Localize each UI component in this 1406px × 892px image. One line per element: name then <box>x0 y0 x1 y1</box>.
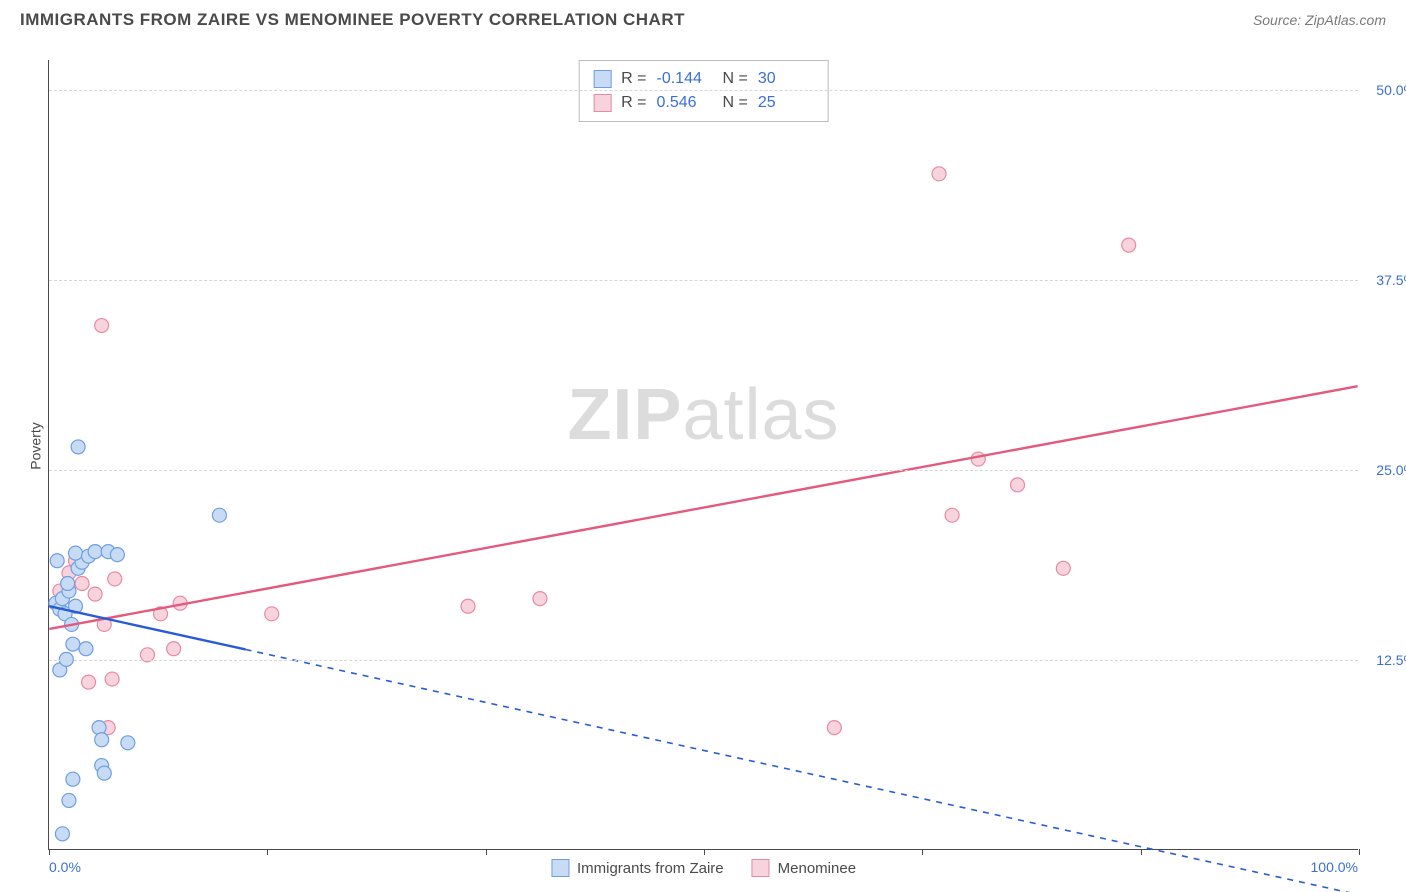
scatter-point <box>533 592 547 606</box>
bottom-legend: Immigrants from Zaire Menominee <box>551 859 856 877</box>
scatter-point <box>95 733 109 747</box>
scatter-point <box>71 440 85 454</box>
scatter-point <box>110 548 124 562</box>
scatter-point <box>62 793 76 807</box>
scatter-point <box>932 167 946 181</box>
stats-row-zaire: R = -0.144 N = 30 <box>593 67 814 91</box>
scatter-point <box>55 827 69 841</box>
scatter-point <box>461 599 475 613</box>
r-value-menominee: 0.546 <box>657 91 713 115</box>
chart-plot-area: ZIPatlas R = -0.144 N = 30 R = 0.546 N =… <box>48 60 1358 850</box>
xtick <box>267 849 268 855</box>
source-name: ZipAtlas.com <box>1305 12 1386 28</box>
legend-item-zaire: Immigrants from Zaire <box>551 859 724 877</box>
y-axis-label: Poverty <box>28 422 44 469</box>
n-label: N = <box>723 91 748 115</box>
ytick-label: 37.5% <box>1362 272 1406 288</box>
scatter-point <box>945 508 959 522</box>
gridline-h <box>49 280 1358 281</box>
header: IMMIGRANTS FROM ZAIRE VS MENOMINEE POVER… <box>0 0 1406 36</box>
source-prefix: Source: <box>1253 12 1305 28</box>
scatter-point <box>97 766 111 780</box>
scatter-point <box>79 642 93 656</box>
xtick <box>1359 849 1360 855</box>
ytick-label: 12.5% <box>1362 652 1406 668</box>
ytick-label: 50.0% <box>1362 82 1406 98</box>
scatter-point <box>61 576 75 590</box>
gridline-h <box>49 470 1358 471</box>
xtick <box>922 849 923 855</box>
scatter-point <box>1056 561 1070 575</box>
r-label: R = <box>621 91 646 115</box>
scatter-point <box>105 672 119 686</box>
scatter-point <box>82 675 96 689</box>
scatter-svg <box>49 60 1358 849</box>
scatter-point <box>212 508 226 522</box>
scatter-point <box>66 637 80 651</box>
scatter-point <box>75 576 89 590</box>
scatter-point <box>69 546 83 560</box>
legend-label-zaire: Immigrants from Zaire <box>577 860 724 877</box>
r-value-zaire: -0.144 <box>657 67 713 91</box>
scatter-point <box>92 721 106 735</box>
scatter-point <box>66 772 80 786</box>
scatter-point <box>827 721 841 735</box>
swatch-zaire <box>593 70 611 88</box>
gridline-h <box>49 90 1358 91</box>
xtick <box>486 849 487 855</box>
scatter-point <box>121 736 135 750</box>
scatter-point <box>108 572 122 586</box>
n-label: N = <box>723 67 748 91</box>
swatch-menominee <box>752 859 770 877</box>
chart-title: IMMIGRANTS FROM ZAIRE VS MENOMINEE POVER… <box>20 10 685 30</box>
scatter-point <box>88 587 102 601</box>
xtick <box>1141 849 1142 855</box>
r-label: R = <box>621 67 646 91</box>
scatter-point <box>167 642 181 656</box>
xtick <box>49 849 50 855</box>
scatter-point <box>971 452 985 466</box>
source-attribution: Source: ZipAtlas.com <box>1253 12 1386 28</box>
n-value-zaire: 30 <box>758 67 814 91</box>
gridline-h <box>49 660 1358 661</box>
scatter-point <box>1011 478 1025 492</box>
scatter-point <box>265 607 279 621</box>
legend-item-menominee: Menominee <box>752 859 856 877</box>
xtick <box>704 849 705 855</box>
scatter-point <box>1122 238 1136 252</box>
swatch-zaire <box>551 859 569 877</box>
scatter-point <box>95 319 109 333</box>
n-value-menominee: 25 <box>758 91 814 115</box>
scatter-point <box>88 545 102 559</box>
stats-row-menominee: R = 0.546 N = 25 <box>593 91 814 115</box>
xtick-label: 0.0% <box>49 859 81 875</box>
ytick-label: 25.0% <box>1362 462 1406 478</box>
swatch-menominee <box>593 94 611 112</box>
xtick-label: 100.0% <box>1311 859 1358 875</box>
scatter-point <box>50 554 64 568</box>
legend-label-menominee: Menominee <box>778 860 856 877</box>
